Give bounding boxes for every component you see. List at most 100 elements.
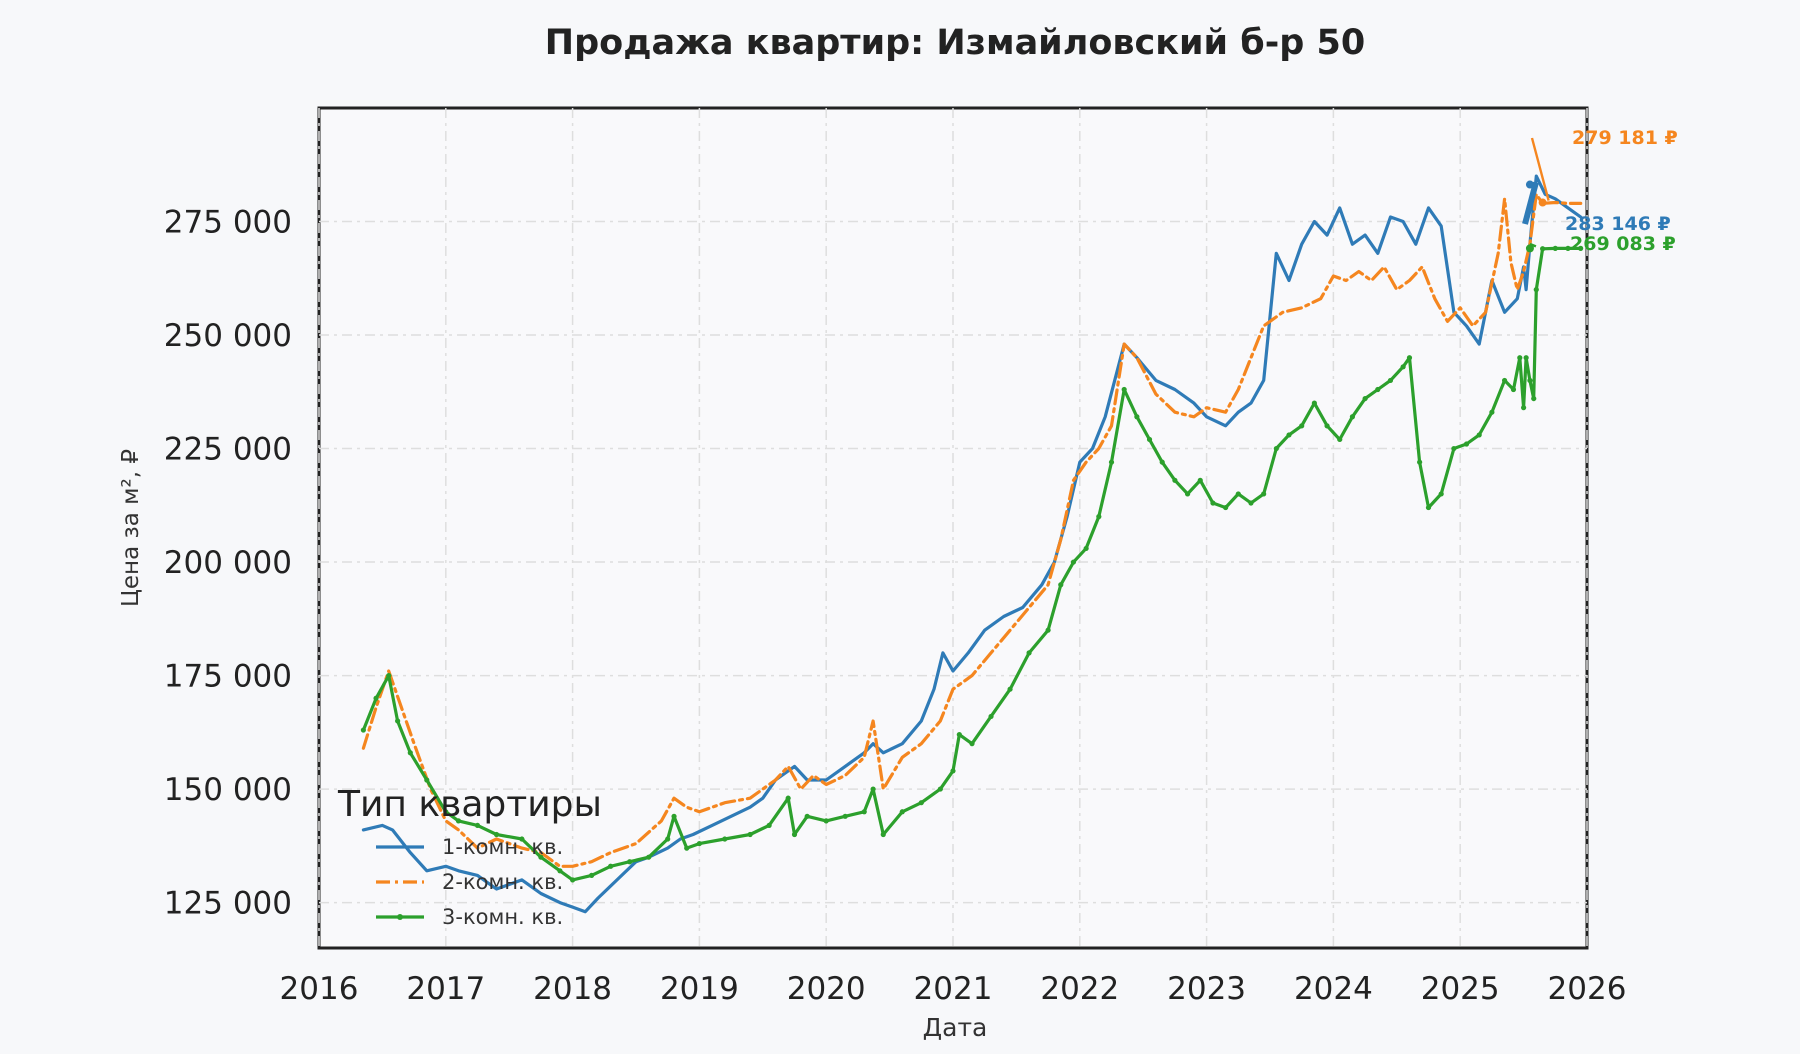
annotation-point bbox=[1538, 198, 1547, 207]
x-tick-label: 2016 bbox=[280, 971, 359, 1007]
series-line bbox=[361, 174, 1583, 914]
series-point bbox=[1134, 414, 1140, 420]
series-point bbox=[1235, 491, 1241, 497]
series-point bbox=[1417, 459, 1423, 465]
y-axis-label: Цена за м², ₽ bbox=[118, 449, 144, 607]
legend: Тип квартиры 1-комн. кв. 2-комн. кв. 3-ком… bbox=[337, 784, 602, 929]
series-point bbox=[1387, 377, 1394, 384]
grid bbox=[318, 108, 1588, 948]
series-point bbox=[1007, 686, 1013, 692]
series-point bbox=[1210, 500, 1216, 506]
series-point bbox=[1026, 650, 1032, 656]
series-point bbox=[395, 718, 401, 724]
series-point bbox=[696, 840, 703, 847]
y-tick-label: 175 000 bbox=[164, 659, 292, 695]
y-tick-label: 150 000 bbox=[164, 772, 292, 808]
x-axis: 2016 2017 2018 2019 2020 2021 2022 2023 2024 2025… bbox=[280, 971, 1627, 1007]
x-tick-label: 2021 bbox=[914, 971, 993, 1007]
annotation-label: 283 146 ₽ bbox=[1565, 213, 1671, 235]
series-point bbox=[1523, 355, 1529, 361]
series-point bbox=[1146, 436, 1153, 443]
series-point bbox=[766, 822, 772, 829]
series-point bbox=[918, 800, 924, 806]
y-tick-label: 250 000 bbox=[164, 318, 292, 354]
series-point bbox=[1248, 500, 1254, 506]
series-point bbox=[665, 836, 671, 842]
series-point bbox=[969, 741, 975, 747]
series-point bbox=[1501, 377, 1508, 384]
series-point bbox=[1533, 287, 1539, 293]
x-tick-label: 2023 bbox=[1167, 971, 1246, 1007]
series-point bbox=[1311, 400, 1317, 406]
x-tick-label: 2022 bbox=[1040, 971, 1119, 1007]
annotation-label: 269 083 ₽ bbox=[1570, 233, 1676, 255]
series-point bbox=[1349, 414, 1356, 420]
series-point bbox=[557, 868, 563, 874]
y-axis: 125 000 150 000 175 000 200 000 225 000 250 0… bbox=[164, 205, 292, 922]
series-point bbox=[1521, 405, 1527, 411]
x-tick-label: 2019 bbox=[660, 971, 739, 1007]
series-point bbox=[493, 831, 500, 838]
series-point bbox=[474, 822, 481, 829]
series-point bbox=[1400, 364, 1406, 370]
series-point bbox=[570, 877, 576, 883]
series-point bbox=[1058, 582, 1064, 588]
series-point bbox=[1489, 409, 1495, 415]
series-point bbox=[671, 813, 677, 819]
series-point bbox=[1565, 245, 1571, 251]
series-point bbox=[424, 777, 430, 783]
series-point bbox=[608, 863, 614, 869]
series-point bbox=[1108, 459, 1115, 465]
series-point bbox=[646, 854, 652, 860]
series-point bbox=[1286, 432, 1292, 438]
series-point bbox=[1517, 355, 1523, 361]
series-point bbox=[747, 831, 753, 838]
series-point bbox=[1070, 559, 1077, 565]
series-point bbox=[842, 813, 848, 819]
series-point bbox=[1273, 445, 1279, 452]
legend-label: 2-комн. кв. bbox=[442, 870, 563, 894]
x-tick-label: 2018 bbox=[533, 971, 612, 1007]
series-point bbox=[386, 672, 392, 679]
series-point bbox=[899, 809, 905, 815]
series-point bbox=[988, 713, 994, 720]
annotation-point bbox=[1525, 244, 1534, 253]
series-point bbox=[956, 731, 962, 738]
annotation-arrow bbox=[1522, 181, 1539, 225]
annotation-point bbox=[1525, 180, 1534, 189]
legend-title: Тип квартиры bbox=[337, 784, 602, 825]
series-point bbox=[1531, 395, 1537, 402]
legend-swatch-marker bbox=[397, 914, 403, 920]
series-point bbox=[861, 809, 867, 815]
series-point bbox=[804, 813, 810, 819]
series-point bbox=[1527, 377, 1533, 384]
series-point bbox=[1045, 627, 1051, 633]
series-point bbox=[1324, 423, 1330, 429]
legend-label: 1-комн. кв. bbox=[442, 835, 563, 859]
x-axis-label: Дата bbox=[923, 1013, 988, 1042]
series-layer bbox=[360, 174, 1584, 914]
x-tick-label: 2025 bbox=[1421, 971, 1500, 1007]
series-point bbox=[1184, 491, 1191, 497]
series-point bbox=[627, 859, 633, 865]
series-point bbox=[785, 795, 791, 801]
series-point bbox=[684, 845, 690, 851]
series-point bbox=[1476, 432, 1482, 438]
chart-title: Продажа квартир: Измайловский б-р 50 bbox=[545, 23, 1365, 63]
series-point bbox=[1438, 491, 1444, 497]
series-point bbox=[1540, 246, 1546, 252]
series-point bbox=[1425, 504, 1432, 511]
series-point bbox=[1337, 436, 1343, 443]
series-point bbox=[455, 818, 462, 824]
y-tick-label: 200 000 bbox=[164, 545, 292, 581]
series-point bbox=[791, 831, 798, 838]
series-point bbox=[1159, 459, 1165, 465]
series-point bbox=[1510, 386, 1517, 393]
series-point bbox=[1375, 386, 1381, 393]
series-point bbox=[1406, 355, 1413, 361]
x-tick-label: 2026 bbox=[1548, 971, 1627, 1007]
y-tick-label: 275 000 bbox=[164, 205, 292, 241]
series-point bbox=[360, 727, 366, 733]
annotation-arrow bbox=[1529, 242, 1537, 248]
